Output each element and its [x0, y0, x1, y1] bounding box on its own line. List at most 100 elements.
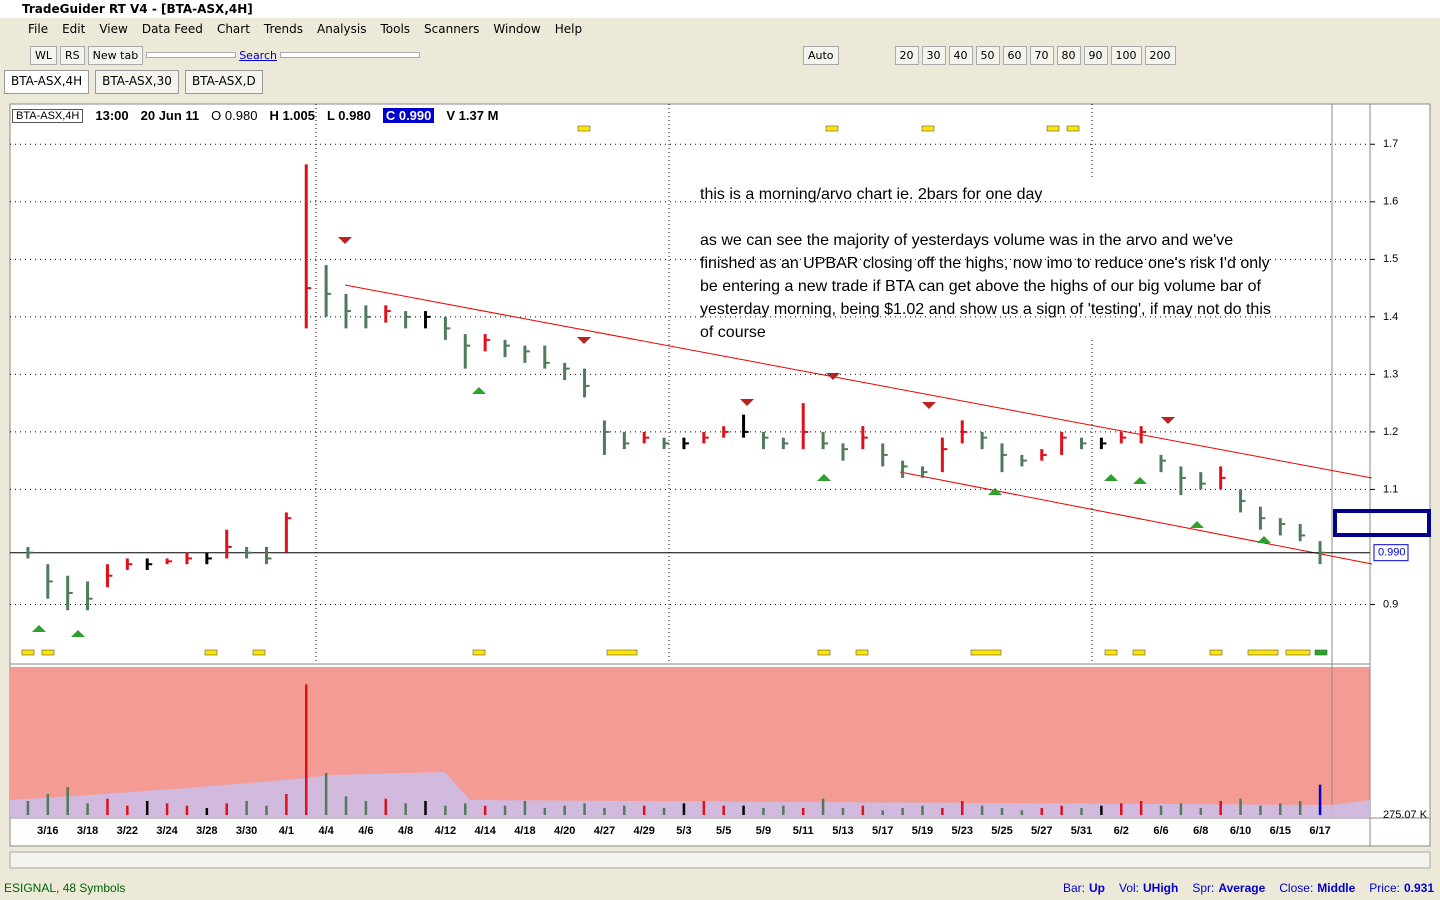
- menu-item[interactable]: Analysis: [317, 22, 367, 36]
- marker: [1046, 125, 1060, 132]
- zoom-button[interactable]: 30: [921, 45, 946, 65]
- up-signal: [472, 387, 486, 394]
- markers: [21, 125, 1328, 656]
- x-tick-label: 5/31: [1071, 825, 1092, 837]
- bar-time: 13:00: [95, 108, 129, 123]
- x-tick-label: 5/23: [952, 825, 973, 837]
- x-tick-label: 3/24: [156, 825, 178, 837]
- zoom-button[interactable]: 20: [894, 45, 919, 65]
- y-tick-label: 1.1: [1383, 483, 1398, 495]
- marker: [970, 649, 1002, 656]
- zoom-button[interactable]: 70: [1029, 45, 1054, 65]
- down-signal: [338, 237, 352, 244]
- down-signal: [740, 399, 754, 406]
- x-tick-label: 4/14: [474, 825, 496, 837]
- chart-header: BTA-ASX,4H 13:00 20 Jun 11 O 0.980 H 1.0…: [12, 108, 498, 123]
- zoom-button[interactable]: 40: [948, 45, 973, 65]
- volume-axis-label: 275.07 K: [1383, 809, 1428, 821]
- search-link[interactable]: Search: [239, 48, 277, 62]
- status-label: Close:: [1279, 881, 1314, 895]
- up-signal: [817, 474, 831, 481]
- down-signal: [577, 337, 591, 344]
- x-tick-label: 4/1: [279, 825, 294, 837]
- toolbar: WL RS New tab Search Auto 20 30 40 50 60 70 80 90 100…: [0, 42, 1440, 68]
- menu-item[interactable]: Window: [493, 22, 541, 36]
- up-signal: [1133, 477, 1147, 484]
- up-signal: [71, 630, 85, 637]
- y-tick-label: 1.3: [1383, 368, 1398, 380]
- volume-band: [10, 772, 1370, 818]
- feed-status: ESIGNAL, 48 Symbols: [4, 881, 126, 895]
- marker: [21, 649, 35, 656]
- chart-tab[interactable]: BTA-ASX,D: [184, 70, 263, 94]
- zoom-button[interactable]: 90: [1083, 45, 1108, 65]
- annotation-line: this is a morning/arvo chart ie. 2bars f…: [700, 186, 1043, 203]
- y-tick-label: 1.6: [1383, 196, 1398, 208]
- volume-value: V 1.37 M: [446, 108, 499, 123]
- toolbar-button[interactable]: WL: [30, 45, 58, 65]
- down-signal: [1161, 417, 1175, 424]
- up-signal: [988, 488, 1002, 495]
- zoom-button[interactable]: 80: [1056, 45, 1081, 65]
- status-value: Middle: [1317, 881, 1356, 895]
- y-tick-label: 1.5: [1383, 253, 1398, 265]
- menu-item[interactable]: Tools: [380, 22, 411, 36]
- x-tick-label: 4/18: [514, 825, 535, 837]
- trend-line: [344, 284, 1373, 479]
- menu-item[interactable]: View: [99, 22, 128, 36]
- menu-item[interactable]: File: [28, 22, 49, 36]
- x-tick-label: 6/15: [1270, 825, 1291, 837]
- x-tick-label: 4/4: [318, 825, 334, 837]
- menu-item[interactable]: Data Feed: [141, 22, 203, 36]
- status-label: Spr:: [1192, 881, 1215, 895]
- menu-item[interactable]: Edit: [62, 22, 86, 36]
- status-bar: ESIGNAL, 48 Symbols Bar: Up Vol: UHigh Spr: A…: [0, 878, 1440, 898]
- annotation-line: [700, 206, 1271, 229]
- x-tick-label: 4/8: [398, 825, 413, 837]
- scrollbar[interactable]: [9, 851, 1431, 869]
- bar-date: 20 Jun 11: [140, 108, 200, 123]
- y-tick-label: 0.9: [1383, 598, 1398, 610]
- menu-item[interactable]: Trends: [263, 22, 304, 36]
- signals: [338, 237, 1175, 424]
- search-box[interactable]: [146, 52, 237, 58]
- status-item: Bar: Up: [1063, 878, 1105, 898]
- chart-tab[interactable]: BTA-ASX,4H: [4, 70, 90, 94]
- auto-button[interactable]: Auto: [802, 45, 839, 65]
- down-signal: [922, 402, 936, 409]
- x-tick-label: 5/13: [832, 825, 853, 837]
- menu-item[interactable]: Chart: [216, 22, 250, 36]
- symbol-box[interactable]: BTA-ASX,4H: [12, 108, 84, 123]
- last-price-label: 0.990: [1378, 547, 1406, 559]
- toolbar-button[interactable]: RS: [60, 45, 85, 65]
- marker: [825, 125, 839, 132]
- x-tick-label: 4/12: [435, 825, 456, 837]
- x-tick-label: 6/10: [1230, 825, 1251, 837]
- x-tick-label: 6/2: [1114, 825, 1129, 837]
- marker: [1209, 649, 1223, 656]
- up-signal: [1104, 474, 1118, 481]
- zoom-button[interactable]: 200: [1144, 45, 1176, 65]
- zoom-button[interactable]: 60: [1002, 45, 1027, 65]
- open-value: O 0.980: [211, 108, 258, 123]
- status-value: UHigh: [1143, 881, 1179, 895]
- menu-item[interactable]: Help: [554, 22, 583, 36]
- marker: [1066, 125, 1080, 132]
- toolbar-button[interactable]: New tab: [87, 45, 144, 65]
- chart-tab[interactable]: BTA-ASX,30: [95, 70, 179, 94]
- x-tick-label: 5/3: [676, 825, 691, 837]
- marker: [1132, 649, 1146, 656]
- status-item: Close: Middle: [1279, 878, 1355, 898]
- symbol-dropdown[interactable]: [279, 52, 420, 58]
- zoom-button[interactable]: 100: [1110, 45, 1142, 65]
- close-value: C 0.990: [382, 108, 435, 123]
- down-signal: [826, 373, 840, 380]
- status-item: Vol: UHigh: [1119, 878, 1178, 898]
- marker: [204, 649, 218, 656]
- menu-item[interactable]: Scanners: [424, 22, 480, 36]
- day-separators: [315, 104, 1093, 662]
- status-label: Price:: [1369, 881, 1400, 895]
- marker: [855, 649, 869, 656]
- up-signal: [1190, 521, 1204, 528]
- zoom-button[interactable]: 50: [975, 45, 1000, 65]
